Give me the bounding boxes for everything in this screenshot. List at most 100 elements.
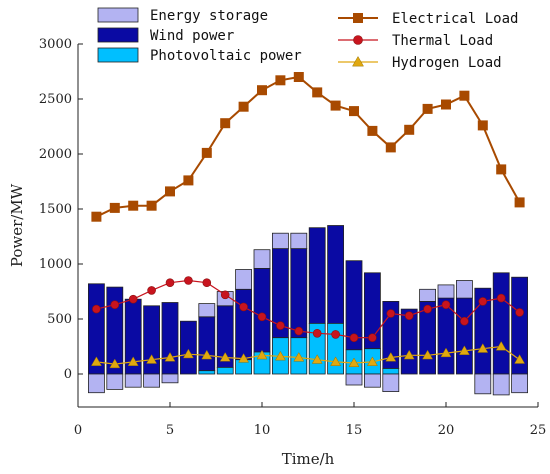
electrical-load-point — [293, 72, 304, 82]
y-tick-label: 500 — [47, 312, 72, 327]
thermal-load-point — [312, 328, 322, 338]
electrical-load-point — [441, 99, 451, 110]
electrical-load-point — [91, 211, 102, 222]
wind-power-bar — [235, 288, 253, 361]
legend-label: Electrical Load — [392, 11, 518, 27]
thermal-load-point — [294, 326, 304, 336]
energy-storage-bar — [143, 373, 161, 388]
thermal-load-point — [276, 321, 285, 330]
thermal-load-point — [165, 278, 175, 288]
electrical-load-point — [220, 118, 231, 129]
hydrogen-load-point — [440, 347, 452, 358]
y-tick-label: 3000 — [39, 37, 72, 52]
x-axis-label: Time/h — [282, 450, 335, 468]
thermal-load-point — [515, 308, 524, 317]
energy-storage-bar — [455, 280, 473, 299]
legend: Energy storage Wind power Photovoltaic pow… — [97, 7, 518, 71]
legend-label: Photovoltaic power — [150, 48, 302, 64]
energy-storage-bar — [437, 284, 455, 299]
electrical-load-point — [349, 106, 359, 117]
electrical-load-point — [459, 90, 470, 101]
electrical-load-point — [330, 100, 341, 111]
hydrogen-load-point — [514, 354, 526, 364]
line-layer — [90, 72, 526, 369]
hydrogen-load-point — [146, 354, 158, 364]
hydrogen-load-point — [256, 349, 268, 360]
electrical-load-point — [367, 125, 378, 136]
thermal-load-point — [460, 316, 469, 326]
wind-power-bar — [308, 227, 326, 324]
x-tick-label: 20 — [438, 423, 455, 438]
electrical-load-point — [183, 175, 194, 186]
electrical-load-point — [477, 120, 488, 131]
thermal-load-point — [404, 311, 414, 321]
electrical-load-point — [128, 200, 139, 211]
hydrogen-load-point — [348, 357, 360, 367]
electrical-load-point — [422, 103, 433, 114]
y-tick-label: 1500 — [39, 202, 72, 217]
x-tick-label: 15 — [346, 423, 363, 438]
electrical-load-point — [257, 85, 267, 96]
energy-storage-bar — [382, 373, 400, 393]
wind-power-bar — [143, 305, 161, 375]
hydrogen-load-point — [330, 356, 342, 366]
energy-storage-bar — [474, 373, 492, 395]
thermal-load-point — [147, 286, 156, 295]
legend-swatch — [97, 47, 139, 63]
hydrogen-load-point — [385, 351, 397, 362]
electrical-load-point — [109, 202, 120, 213]
electrical-load-point — [165, 186, 175, 197]
hydrogen-load-point — [109, 358, 121, 369]
electrical-load-point — [385, 142, 396, 153]
hydrogen-load-point — [458, 345, 470, 355]
electrical-load-point — [514, 197, 525, 208]
hydrogen-load-point — [274, 350, 286, 361]
electrical-load-point — [496, 164, 507, 175]
wind-power-bar — [179, 320, 197, 375]
wind-power-bar — [290, 248, 308, 339]
thermal-load-point — [257, 312, 267, 322]
thermal-load-point — [110, 300, 120, 310]
energy-storage-bar — [345, 373, 363, 386]
thermal-load-point — [386, 309, 396, 318]
y-tick-label: 1000 — [39, 257, 72, 272]
wind-power-bar — [492, 272, 510, 375]
photovoltaic-bar — [216, 366, 234, 375]
electrical-load-point — [146, 200, 157, 211]
x-tick-label: 0 — [74, 423, 82, 438]
electrical-load-point — [238, 101, 249, 112]
electrical-load-point — [275, 75, 286, 86]
hydrogen-load-point — [403, 349, 415, 360]
energy-storage-bar — [124, 373, 142, 388]
hydrogen-load-point — [182, 348, 194, 359]
energy-storage-bar — [161, 373, 179, 384]
hydrogen-load-point — [90, 356, 102, 366]
thermal-load-point — [92, 304, 101, 314]
thermal-load-point — [184, 276, 193, 285]
legend-label: Energy storage — [150, 8, 268, 24]
thermal-load-point — [368, 333, 377, 343]
bar-layer — [88, 225, 529, 396]
legend-marker — [353, 13, 363, 23]
energy-storage-bar — [363, 373, 381, 388]
electrical-load-point — [404, 124, 415, 135]
legend-swatch — [97, 27, 139, 43]
thermal-load-point — [202, 278, 212, 288]
hydrogen-load-point — [311, 354, 323, 364]
photovoltaic-bar — [198, 370, 216, 375]
hydrogen-load-point — [477, 343, 489, 353]
hydrogen-load-point — [293, 351, 305, 362]
x-tick-label: 25 — [530, 423, 547, 438]
thermal-load-point — [128, 294, 138, 304]
energy-storage-bar — [492, 373, 510, 396]
hydrogen-load-point — [366, 356, 378, 366]
photovoltaic-bar — [382, 368, 400, 375]
legend-swatch — [97, 7, 139, 23]
y-tick-label: 0 — [64, 367, 72, 382]
hydrogen-load-point — [238, 353, 250, 363]
legend-marker — [352, 55, 364, 67]
thermal-load-point — [441, 300, 451, 310]
electrical-load-line — [95, 75, 521, 218]
thermal-load-point — [239, 302, 248, 312]
